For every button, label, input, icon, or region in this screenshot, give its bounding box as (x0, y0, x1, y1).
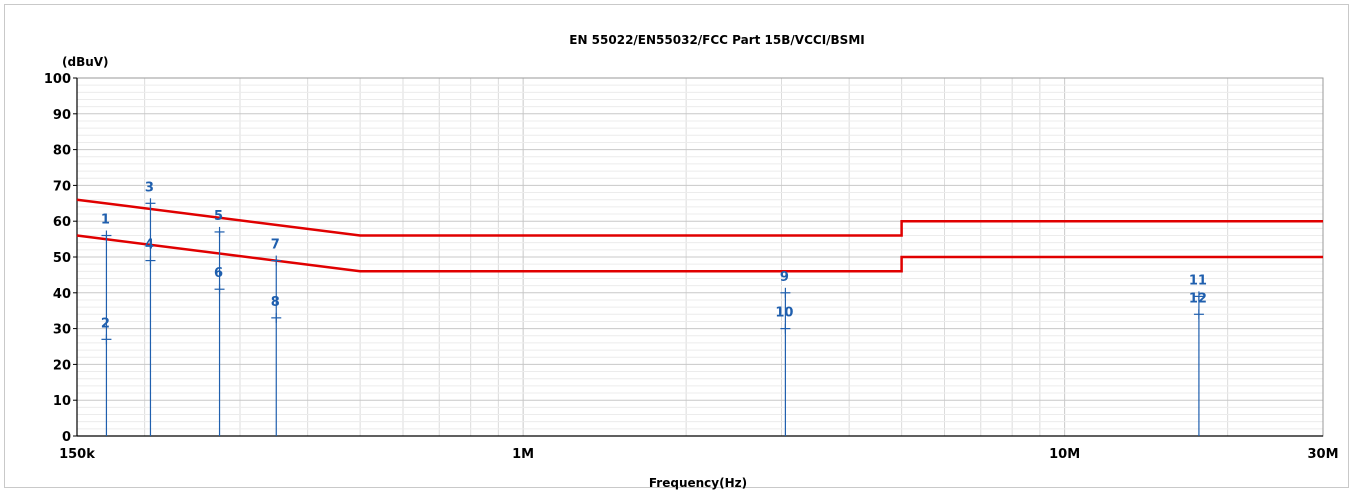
marker-label: 8 (271, 295, 280, 310)
marker-label: 10 (775, 306, 793, 321)
y-axis-label: (dBuV) (62, 55, 109, 69)
y-tick-label: 90 (53, 108, 71, 123)
marker-label: 1 (101, 213, 110, 228)
x-axis-label: Frequency(Hz) (649, 476, 747, 490)
limit-line (76, 198, 1323, 237)
x-tick-label: 30M (1307, 447, 1338, 462)
tick-labels: 0 10 20 30 40 50 60 70 80 90 100 150k 1M 10M 30M (44, 72, 1339, 462)
limit-lines (76, 198, 1323, 273)
y-tick-label: 0 (62, 430, 71, 445)
x-tick-label: 1M (512, 447, 534, 462)
chart-title: EN 55022/EN55032/FCC Part 15B/VCCI/BSMI (569, 33, 864, 47)
marker-label: 3 (145, 180, 154, 195)
y-tick-label: 70 (53, 179, 71, 194)
marker-label: 2 (101, 316, 110, 331)
x-tick-label: 150k (59, 447, 95, 462)
marker-label: 4 (145, 238, 154, 253)
x-tick-label: 10M (1049, 447, 1080, 462)
marker-label: 5 (214, 209, 223, 224)
y-tick-label: 100 (44, 72, 71, 87)
y-tick-label: 60 (53, 215, 71, 230)
y-tick-label: 10 (53, 394, 71, 409)
marker-label: 11 (1189, 273, 1207, 288)
marker-label: 12 (1189, 291, 1207, 306)
y-tick-label: 40 (53, 287, 71, 302)
y-tick-label: 80 (53, 144, 71, 159)
y-tick-label: 30 (53, 323, 71, 338)
marker-label: 7 (271, 238, 280, 253)
y-tick-label: 20 (53, 358, 71, 373)
marker-label: 9 (780, 270, 789, 285)
y-tick-label: 50 (53, 251, 71, 266)
limit-line (76, 234, 1323, 273)
marker-label: 6 (214, 266, 223, 281)
